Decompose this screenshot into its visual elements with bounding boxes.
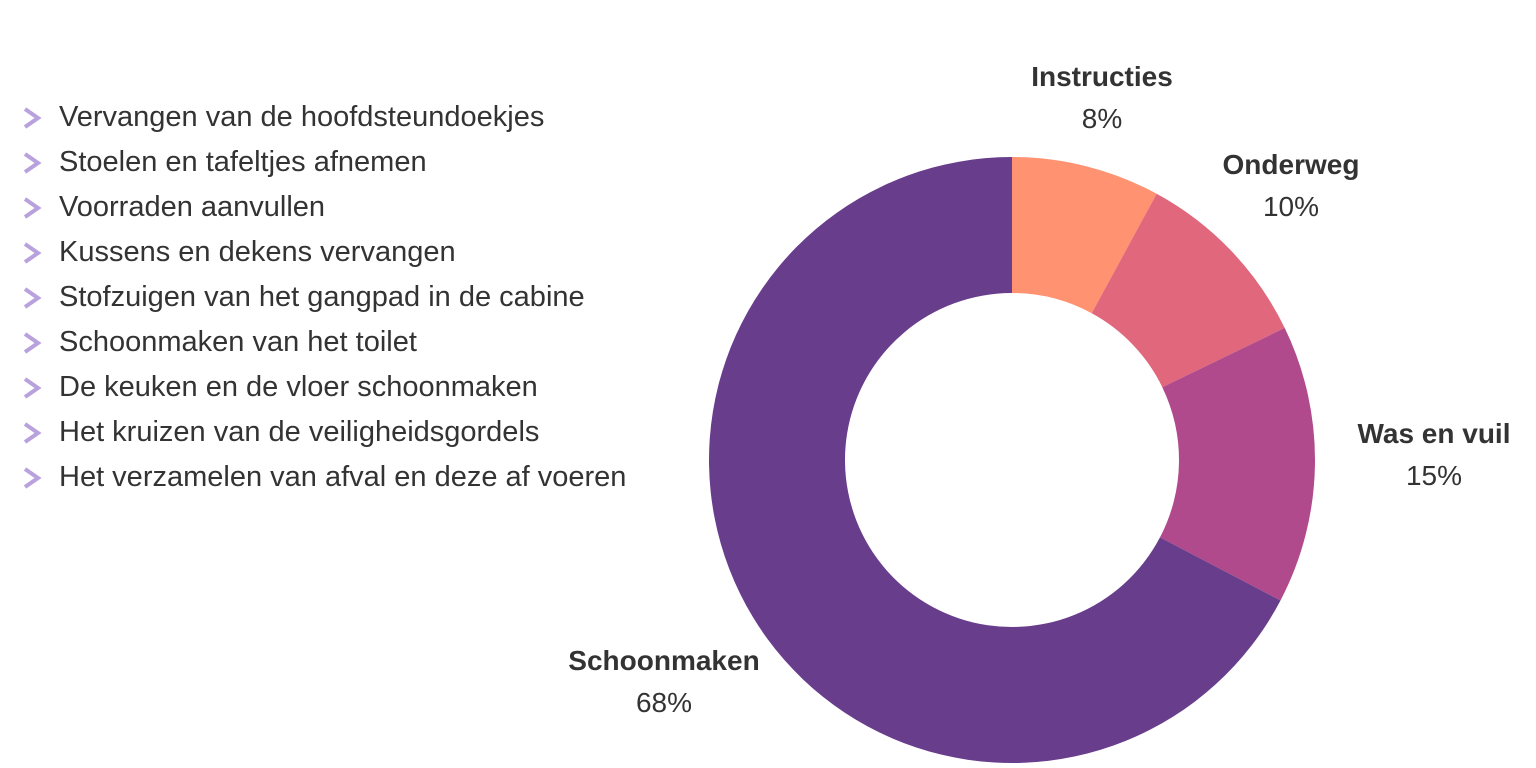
task-list-item-label: Het kruizen van de veiligheidsgordels xyxy=(59,416,540,448)
chevron-right-icon xyxy=(23,197,42,219)
slice-label-instructies: Instructies xyxy=(1031,61,1173,92)
task-list-item: Schoonmaken van het toilet xyxy=(22,320,662,365)
task-list-item-label: De keuken en de vloer schoonmaken xyxy=(59,371,538,403)
chevron-right-icon xyxy=(23,467,42,489)
task-list-item-label: Stoelen en tafeltjes afnemen xyxy=(59,146,427,178)
chevron-right-icon xyxy=(23,377,42,399)
task-list-item-label: Stofzuigen van het gangpad in de cabine xyxy=(59,281,585,313)
chevron-right-icon xyxy=(23,152,42,174)
chevron-right-icon xyxy=(23,107,42,129)
slice-label-onderweg: Onderweg xyxy=(1223,149,1360,180)
task-list-item-label: Het verzamelen van afval en deze af voer… xyxy=(59,461,627,493)
task-list-item: Stofzuigen van het gangpad in de cabine xyxy=(22,275,662,320)
donut-slice-was-en-vuil xyxy=(1159,327,1316,601)
chevron-right-icon xyxy=(23,287,42,309)
task-list-item: Kussens en dekens vervangen xyxy=(22,230,662,275)
task-list-item: Vervangen van de hoofdsteundoekjes xyxy=(22,95,662,140)
task-list-item-label: Vervangen van de hoofdsteundoekjes xyxy=(59,101,545,133)
chevron-right-icon xyxy=(23,422,42,444)
slice-value-was-en-vuil: 15% xyxy=(1406,460,1462,491)
chevron-right-icon xyxy=(23,242,42,264)
slice-value-schoonmaken: 68% xyxy=(636,687,692,718)
task-list-item: Stoelen en tafeltjes afnemen xyxy=(22,140,662,185)
task-list-item-label: Schoonmaken van het toilet xyxy=(59,326,417,358)
slice-value-onderweg: 10% xyxy=(1263,191,1319,222)
task-list-item: Het verzamelen van afval en deze af voer… xyxy=(22,455,662,500)
chevron-right-icon xyxy=(23,332,42,354)
donut-slice-instructies xyxy=(1012,157,1157,314)
slice-value-instructies: 8% xyxy=(1082,103,1122,134)
task-list-item-label: Voorraden aanvullen xyxy=(59,191,326,223)
task-list-item-label: Kussens en dekens vervangen xyxy=(59,236,456,268)
task-list-item: Voorraden aanvullen xyxy=(22,185,662,230)
task-list-item: Het kruizen van de veiligheidsgordels xyxy=(22,410,662,455)
slice-label-was-en-vuil: Was en vuil xyxy=(1357,418,1510,449)
donut-slice-schoonmaken xyxy=(709,157,1281,764)
donut-slice-onderweg xyxy=(1091,193,1285,388)
task-list: Vervangen van de hoofdsteundoekjes Stoele… xyxy=(22,95,662,500)
task-list-item: De keuken en de vloer schoonmaken xyxy=(22,365,662,410)
slice-label-schoonmaken: Schoonmaken xyxy=(568,645,759,676)
